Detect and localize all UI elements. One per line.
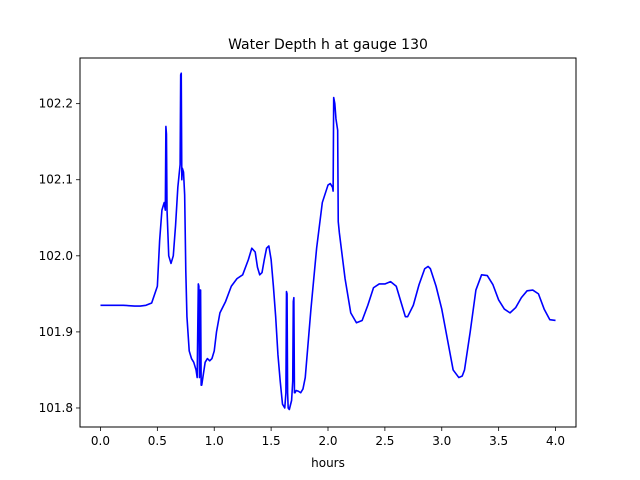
- y-tick-label: 101.8: [39, 401, 73, 415]
- chart-title: Water Depth h at gauge 130: [228, 37, 428, 53]
- y-tick-label: 102.2: [39, 97, 73, 111]
- x-axis: 0.0 0.5 1.0 1.5 2.0 2.5 3.0 3.5 4.0: [91, 427, 565, 448]
- y-tick-label: 101.9: [39, 325, 73, 339]
- plot-area: [100, 72, 556, 411]
- x-tick-label: 1.5: [262, 434, 281, 448]
- x-tick-label: 4.0: [546, 434, 565, 448]
- series-line-0: [100, 72, 556, 411]
- x-tick-label: 2.0: [318, 434, 337, 448]
- x-tick-label: 0.0: [91, 434, 110, 448]
- x-axis-label: hours: [311, 456, 345, 470]
- y-axis: 101.8 101.9 102.0 102.1 102.2: [39, 97, 80, 415]
- x-tick-label: 0.5: [148, 434, 167, 448]
- y-tick-label: 102.1: [39, 173, 73, 187]
- x-tick-label: 2.5: [375, 434, 394, 448]
- y-tick-label: 102.0: [39, 249, 73, 263]
- x-tick-label: 3.5: [489, 434, 508, 448]
- axes-frame: [79, 57, 577, 428]
- x-tick-label: 3.0: [432, 434, 451, 448]
- x-tick-label: 1.0: [205, 434, 224, 448]
